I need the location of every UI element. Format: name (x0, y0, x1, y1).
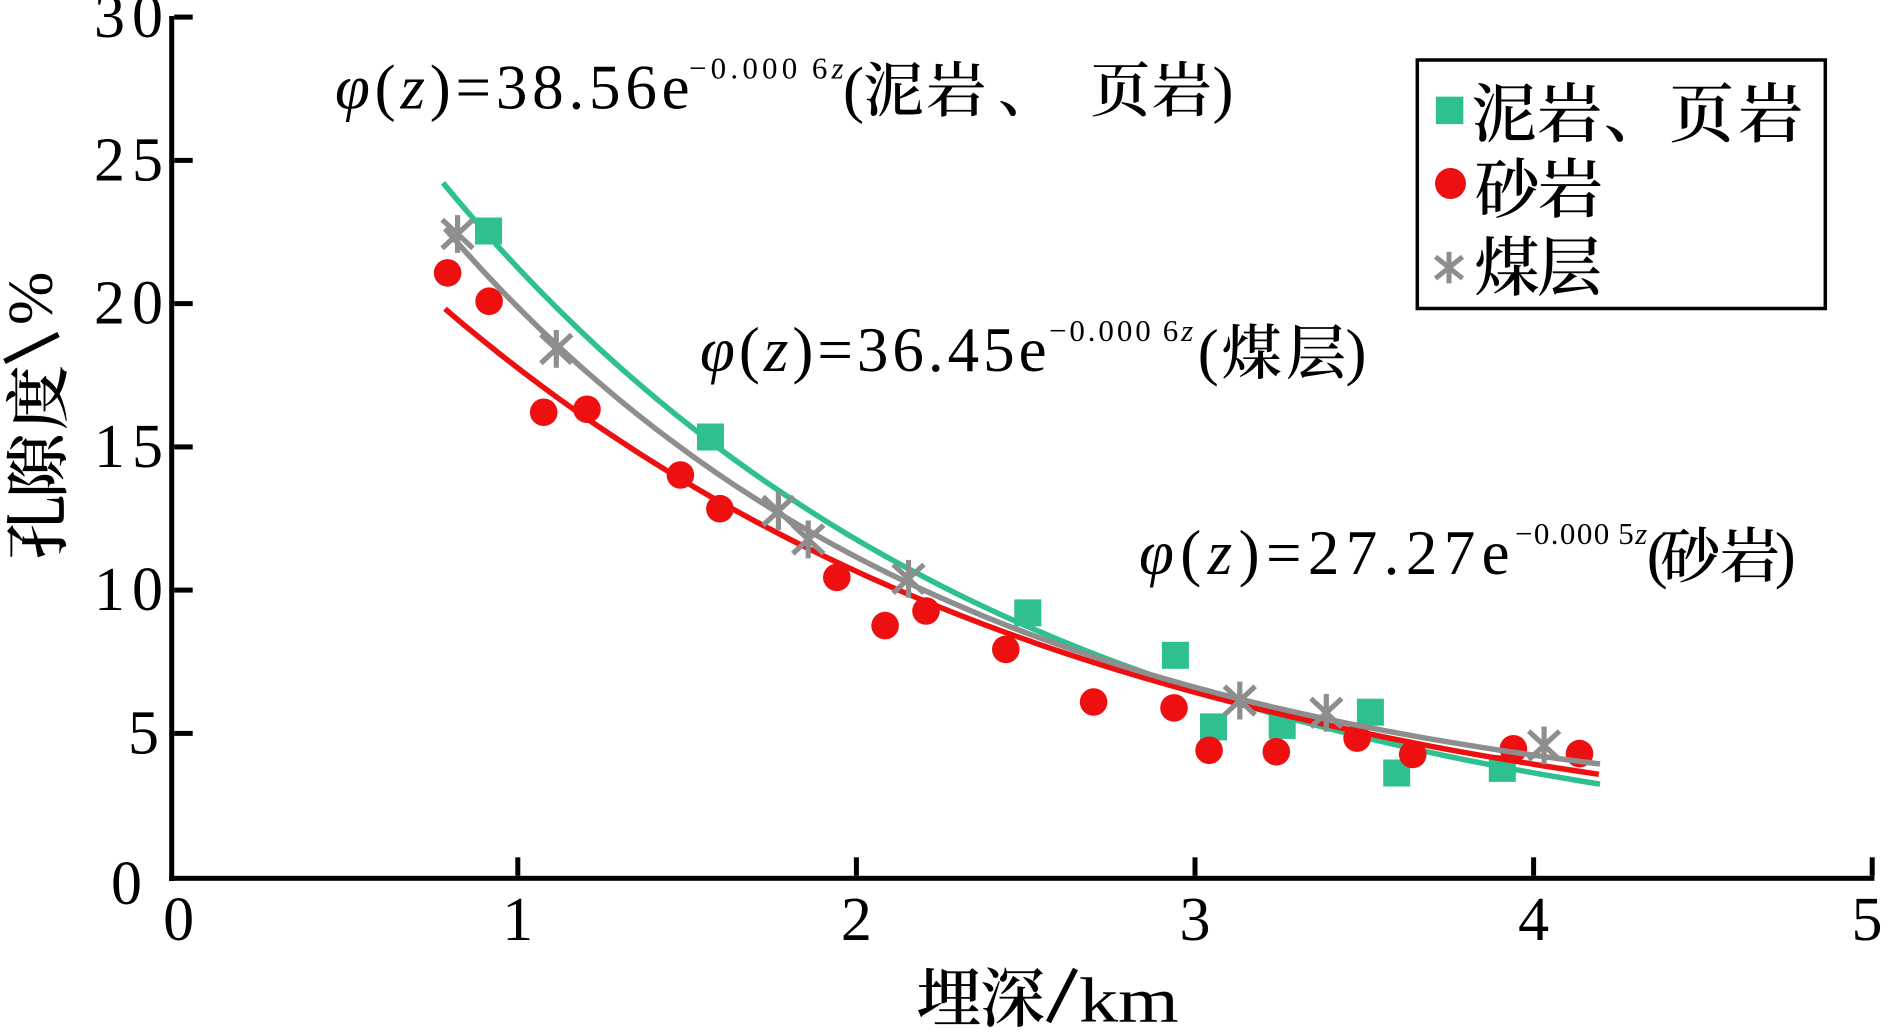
svg-text:km: km (1079, 965, 1179, 1027)
svg-text:1: 1 (502, 886, 533, 954)
svg-text:(: ( (843, 54, 864, 124)
svg-text:0: 0 (163, 886, 194, 954)
svg-text:10: 10 (94, 556, 170, 624)
svg-text:0: 0 (111, 850, 142, 918)
svg-text:4: 4 (1518, 886, 1549, 954)
svg-text:20: 20 (94, 270, 170, 338)
svg-text:−0.000 6z: −0.000 6z (689, 50, 848, 85)
svg-text:φ(z)=27.27e: φ(z)=27.27e (1139, 518, 1516, 588)
svg-text:3: 3 (1180, 886, 1211, 954)
svg-text:): ) (1775, 520, 1796, 590)
svg-text:2: 2 (841, 886, 872, 954)
svg-text:): ) (1346, 317, 1367, 387)
svg-text:5: 5 (1852, 886, 1881, 954)
svg-text:−0.000 5z: −0.000 5z (1515, 516, 1649, 551)
svg-text:φ(z)=38.56e: φ(z)=38.56e (335, 52, 694, 122)
svg-text:5: 5 (128, 699, 159, 767)
svg-text:25: 25 (94, 126, 170, 194)
svg-text:15: 15 (94, 413, 170, 481)
svg-text:%: % (0, 272, 66, 325)
svg-text:(: ( (1647, 520, 1668, 590)
svg-text:φ(z)=36.45e: φ(z)=36.45e (700, 315, 1051, 385)
svg-text:−0.000 6z: −0.000 6z (1049, 313, 1196, 348)
svg-text:): ) (1213, 54, 1234, 124)
svg-text:30: 30 (94, 0, 170, 51)
svg-text:(: ( (1198, 317, 1219, 387)
